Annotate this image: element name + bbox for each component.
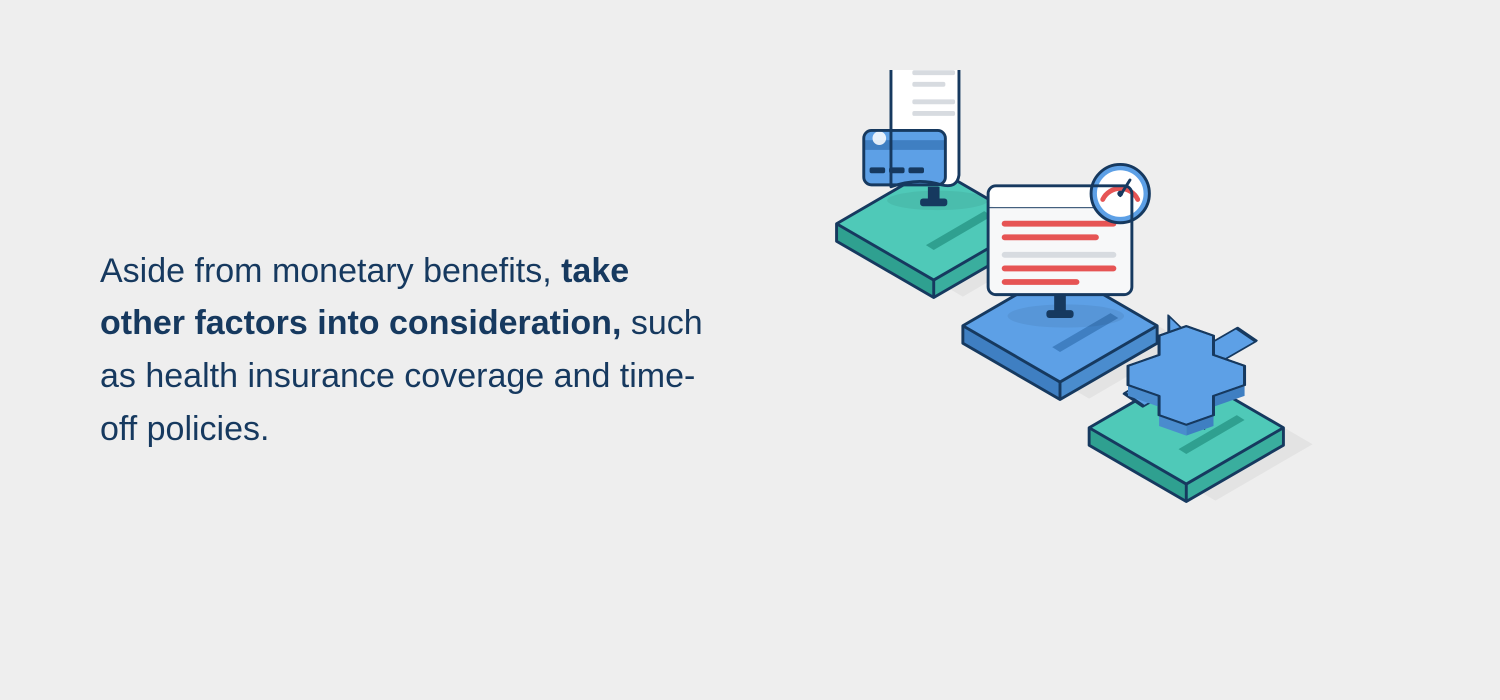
copy-part1: Aside from monetary benefits, <box>100 252 561 290</box>
body-copy: Aside from monetary benefits, take other… <box>100 245 720 456</box>
isometric-illustration: .p-floorshadow{fill:#e3e3e3;} .p-outline… <box>720 70 1400 630</box>
